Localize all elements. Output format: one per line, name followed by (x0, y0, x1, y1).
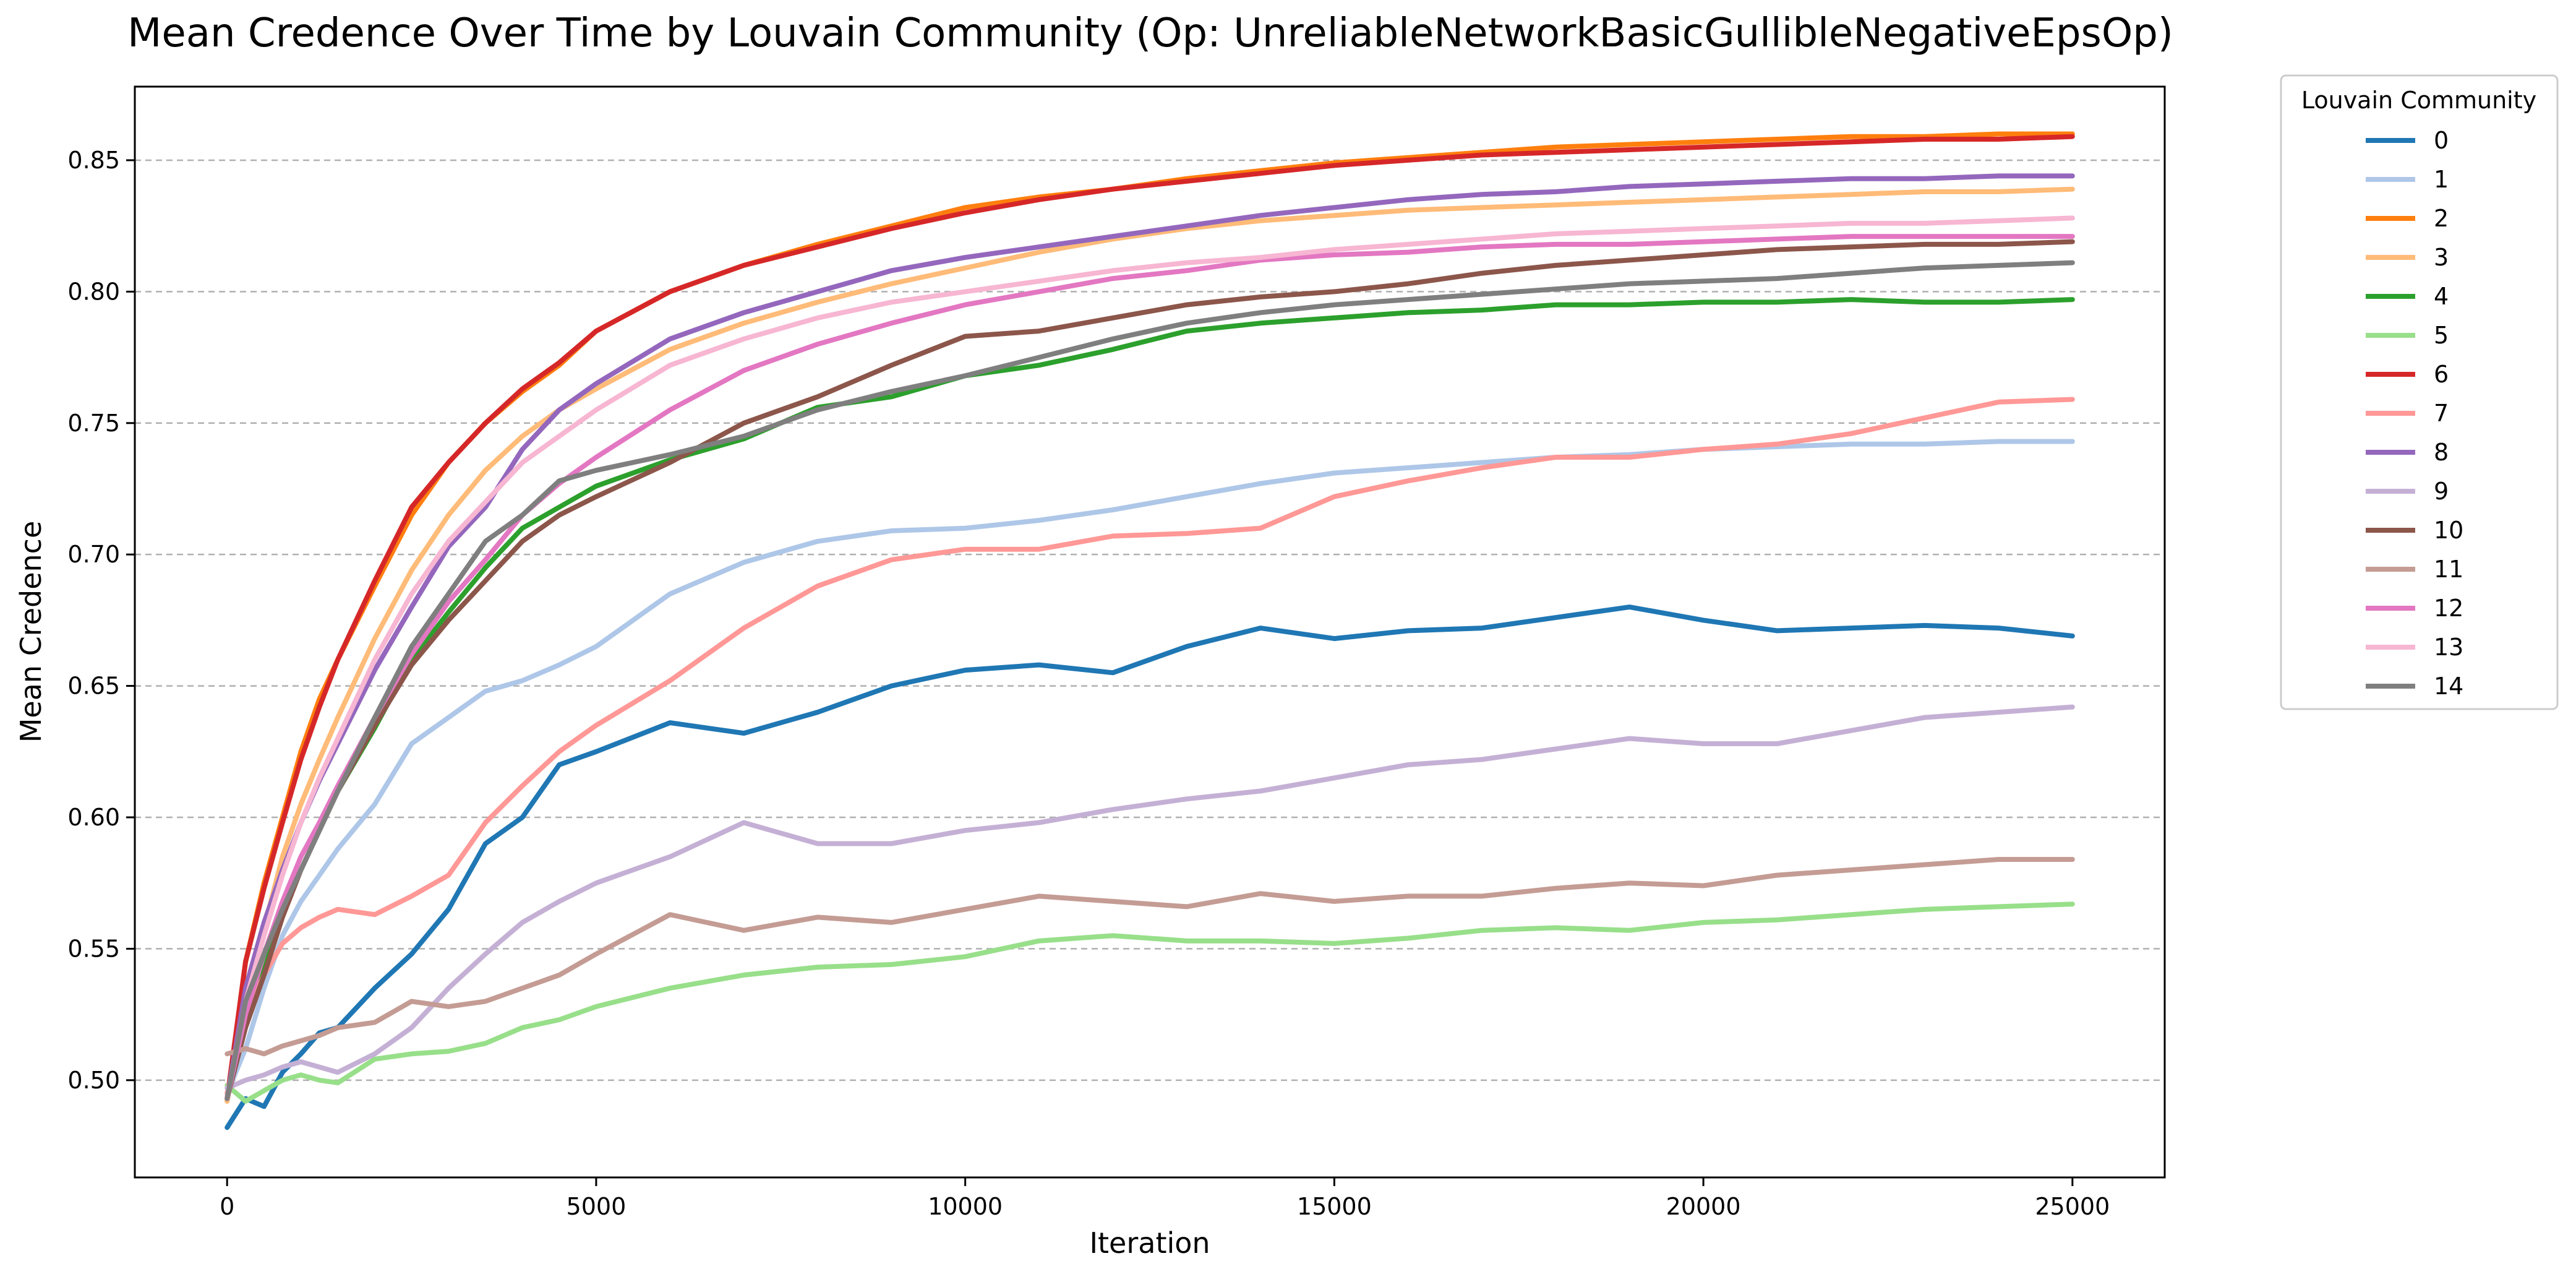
series-line-12 (225, 234, 2075, 1101)
y-tick-label: 0.60 (67, 804, 120, 831)
legend-label-10: 10 (2434, 517, 2463, 544)
x-tick-label: 20000 (1666, 1193, 1741, 1220)
y-tick-label: 0.55 (67, 935, 120, 962)
plot-frame (134, 85, 2166, 1179)
legend-label-11: 11 (2434, 556, 2463, 583)
y-grid (135, 159, 2165, 1082)
x-tick-label: 5000 (567, 1193, 627, 1220)
x-tick-label: 10000 (928, 1193, 1003, 1220)
legend-title: Louvain Community (2301, 87, 2536, 114)
x-tick-label: 15000 (1297, 1193, 1372, 1220)
y-axis: 0.50 0.55 0.60 0.65 0.70 0.75 0.80 0.85 (67, 147, 135, 1094)
legend-label-2: 2 (2434, 205, 2449, 232)
chart-title: Mean Credence Over Time by Louvain Commu… (127, 11, 2173, 56)
legend-frame (2280, 74, 2559, 710)
legend-label-14: 14 (2434, 673, 2463, 700)
x-tick-label: 25000 (2035, 1193, 2110, 1220)
legend-label-3: 3 (2434, 244, 2449, 271)
series-line-14 (225, 260, 2075, 1101)
y-tick-label: 0.50 (67, 1067, 120, 1094)
series-line-7 (225, 397, 2075, 1096)
x-axis: 0 5000 10000 15000 20000 25000 (220, 1177, 2110, 1220)
y-tick-label: 0.70 (67, 541, 120, 568)
legend-label-9: 9 (2434, 478, 2449, 505)
legend-label-4: 4 (2434, 283, 2449, 310)
y-tick-label: 0.80 (67, 278, 120, 305)
legend-label-12: 12 (2434, 595, 2463, 622)
series-line-5 (225, 901, 2075, 1104)
legend-label-6: 6 (2434, 361, 2449, 388)
series-line-6 (225, 134, 2075, 1101)
y-axis-label: Mean Credence (14, 521, 48, 743)
x-tick-label: 0 (220, 1193, 234, 1220)
legend-label-13: 13 (2434, 634, 2463, 661)
legend-label-5: 5 (2434, 322, 2449, 349)
legend-label-0: 0 (2434, 127, 2449, 154)
legend-label-7: 7 (2434, 400, 2449, 427)
series-line-11 (225, 857, 2075, 1057)
y-tick-label: 0.75 (67, 410, 120, 437)
y-tick-label: 0.85 (67, 147, 120, 174)
plot-series (225, 131, 2075, 1130)
legend-label-8: 8 (2434, 439, 2449, 466)
series-line-3 (225, 186, 2075, 1104)
series-line-9 (225, 704, 2075, 1091)
series-line-13 (225, 215, 2075, 1101)
legend-label-1: 1 (2434, 166, 2449, 193)
x-axis-label: Iteration (1089, 1226, 1210, 1260)
y-tick-label: 0.65 (67, 673, 120, 700)
